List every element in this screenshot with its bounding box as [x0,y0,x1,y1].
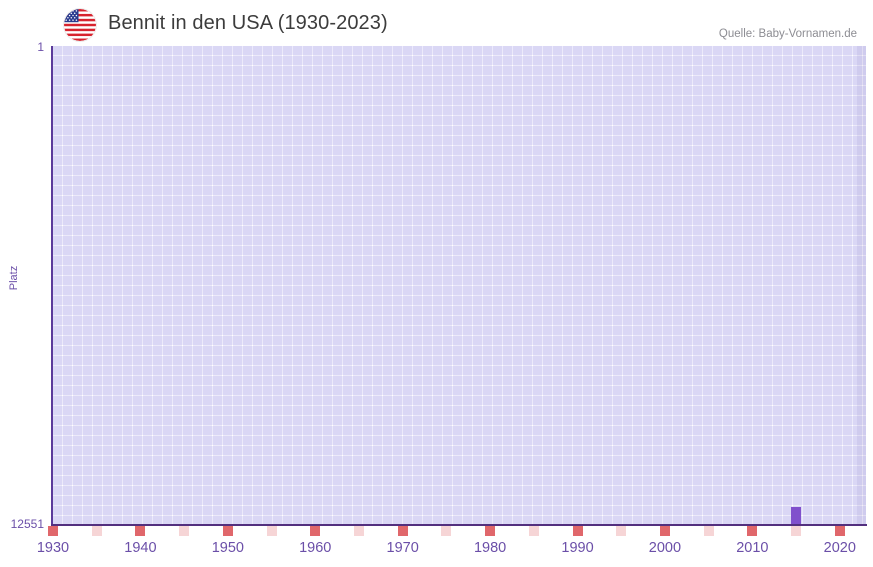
x-axis-tick-mark [441,526,452,536]
x-axis-tick-label: 1940 [124,540,157,556]
chart-bar[interactable] [791,507,802,525]
chart-header: Bennit in den USA (1930-2023) Quelle: Ba… [0,0,873,44]
source-label: Quelle: Baby-Vornamen.de [718,28,857,40]
x-axis-tick-mark [179,526,190,536]
y-axis-tick-bottom: 12551 [10,517,44,531]
x-axis-tick-mark [616,526,627,536]
x-axis-tick-mark [91,526,102,536]
x-axis-tick-mark [834,526,845,536]
page-title: Bennit in den USA (1930-2023) [108,12,388,34]
x-axis-tick-mark [353,526,364,536]
x-axis-tick-mark [266,526,277,536]
x-axis-tick-mark [135,526,146,536]
x-axis-tick-mark [703,526,714,536]
x-axis-tick-mark [222,526,233,536]
x-axis-tick-mark [48,526,58,536]
chart-grid [53,46,866,525]
x-axis-tick-mark [659,526,670,536]
y-axis-tick-top: 1 [37,40,44,54]
x-axis-tick-mark [310,526,321,536]
us-flag-icon [64,9,96,41]
x-axis-tick-label: 2000 [648,540,682,556]
x-axis-tick-label: 2020 [823,540,856,556]
x-axis-tick-mark [485,526,496,536]
plot-area [53,46,866,525]
x-axis-line [51,524,867,526]
x-axis-tick-mark [572,526,583,536]
x-axis-tick-label: 2010 [736,540,769,556]
x-axis-tick-label: 1970 [386,540,419,556]
x-axis-tick-label: 1960 [299,540,332,556]
x-axis-tick-mark [791,526,802,536]
y-axis-title: Platz [8,265,21,291]
y-axis-line [51,46,53,526]
x-axis-tick-label: 1950 [211,540,244,556]
x-axis-tick-label: 1930 [36,540,70,556]
x-axis-tick-mark [528,526,539,536]
x-axis-tick-mark [747,526,758,536]
x-axis-tick-label: 1990 [561,540,594,556]
x-axis-tick-mark [397,526,408,536]
x-axis-tick-label: 1980 [473,540,507,556]
